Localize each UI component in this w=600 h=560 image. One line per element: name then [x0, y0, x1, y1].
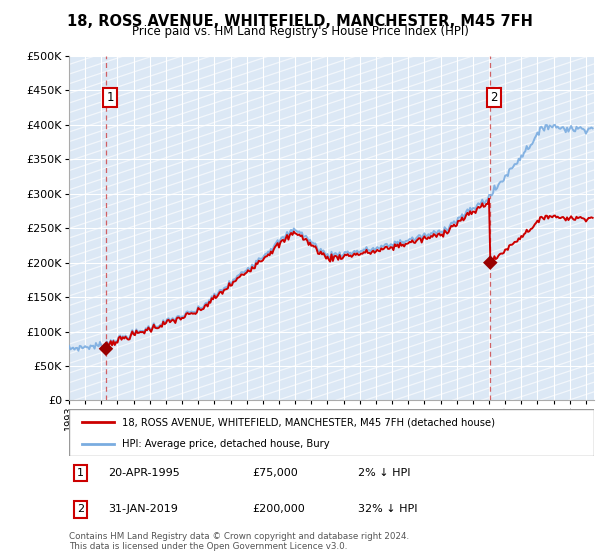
Text: 32% ↓ HPI: 32% ↓ HPI — [358, 505, 417, 515]
Text: 31-JAN-2019: 31-JAN-2019 — [109, 505, 178, 515]
Text: 20-APR-1995: 20-APR-1995 — [109, 468, 180, 478]
Text: £200,000: £200,000 — [253, 505, 305, 515]
Text: 1: 1 — [106, 91, 114, 104]
Text: 2% ↓ HPI: 2% ↓ HPI — [358, 468, 410, 478]
Text: 2: 2 — [491, 91, 498, 104]
Text: Contains HM Land Registry data © Crown copyright and database right 2024.
This d: Contains HM Land Registry data © Crown c… — [69, 532, 409, 552]
Text: 2: 2 — [77, 505, 84, 515]
Point — [485, 258, 495, 267]
Text: 1: 1 — [77, 468, 84, 478]
Text: £75,000: £75,000 — [253, 468, 299, 478]
Text: Price paid vs. HM Land Registry's House Price Index (HPI): Price paid vs. HM Land Registry's House … — [131, 25, 469, 38]
Text: 18, ROSS AVENUE, WHITEFIELD, MANCHESTER, M45 7FH: 18, ROSS AVENUE, WHITEFIELD, MANCHESTER,… — [67, 14, 533, 29]
Text: 18, ROSS AVENUE, WHITEFIELD, MANCHESTER, M45 7FH (detached house): 18, ROSS AVENUE, WHITEFIELD, MANCHESTER,… — [121, 417, 494, 427]
Text: HPI: Average price, detached house, Bury: HPI: Average price, detached house, Bury — [121, 438, 329, 449]
Point — [101, 344, 111, 353]
